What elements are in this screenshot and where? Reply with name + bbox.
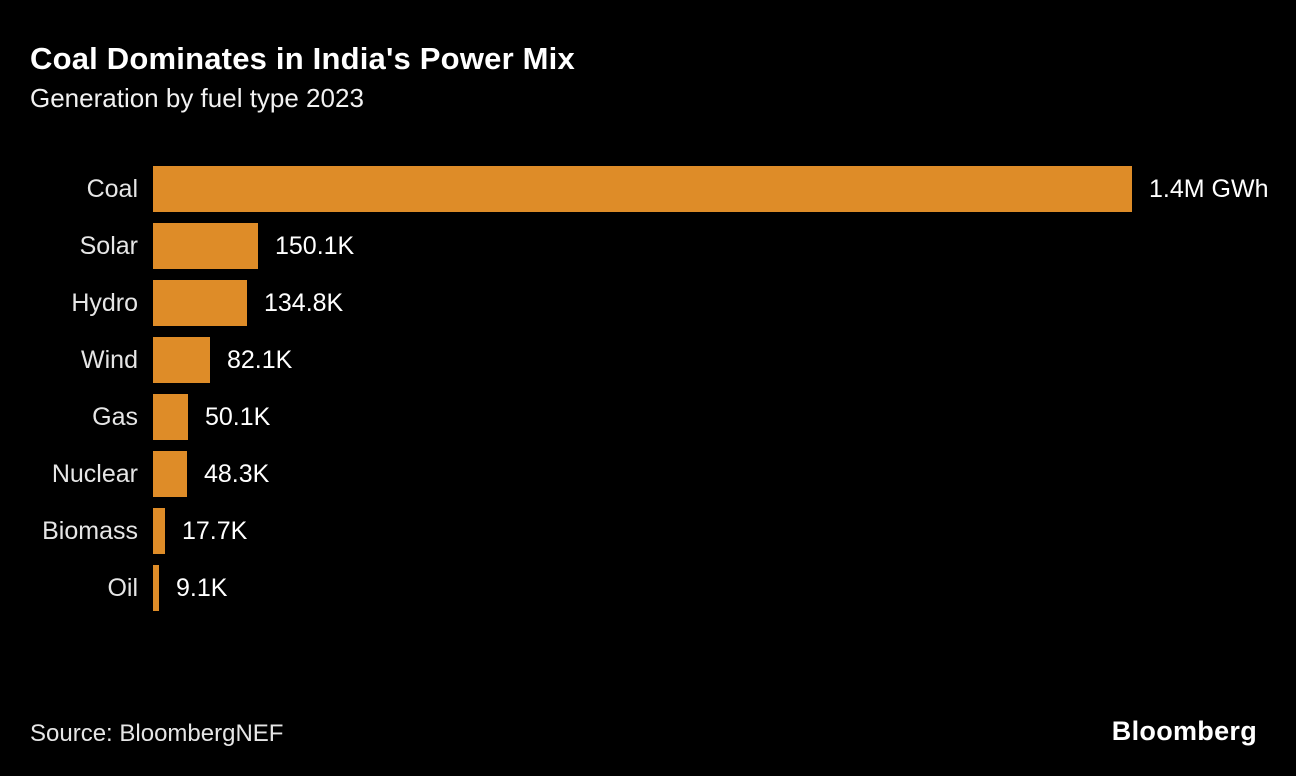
- bar-row: Hydro 134.8K: [0, 280, 1296, 326]
- category-label: Coal: [86, 175, 138, 203]
- chart-header: Coal Dominates in India's Power Mix Gene…: [30, 40, 575, 114]
- value-label: 1.4M GWh: [1149, 175, 1269, 203]
- category-label: Wind: [81, 346, 138, 374]
- value-label: 50.1K: [205, 403, 271, 431]
- category-label: Nuclear: [51, 460, 138, 488]
- bar-row: Solar 150.1K: [0, 223, 1296, 269]
- value-label: 150.1K: [275, 232, 355, 260]
- value-label: 48.3K: [204, 460, 270, 488]
- bar-row: Biomass 17.7K: [0, 508, 1296, 554]
- bar: [153, 337, 210, 383]
- category-label: Biomass: [42, 517, 138, 545]
- category-label: Hydro: [71, 289, 138, 317]
- bar-row: Gas 50.1K: [0, 394, 1296, 440]
- bloomberg-logo: Bloomberg: [1111, 716, 1257, 746]
- category-label: Gas: [92, 403, 138, 431]
- chart-title: Coal Dominates in India's Power Mix: [30, 41, 575, 76]
- value-label: 82.1K: [227, 346, 293, 374]
- bar-row: Wind 82.1K: [0, 337, 1296, 383]
- value-label: 9.1K: [176, 574, 228, 602]
- bar-row: Coal 1.4M GWh: [0, 166, 1296, 212]
- bar: [153, 223, 258, 269]
- bar-row: Oil 9.1K: [0, 565, 1296, 611]
- category-label: Solar: [79, 232, 138, 260]
- bar: [153, 451, 187, 497]
- bar: [153, 166, 1132, 212]
- bar: [153, 508, 165, 554]
- bar: [153, 565, 159, 611]
- bar-row: Nuclear 48.3K: [0, 451, 1296, 497]
- chart-subtitle: Generation by fuel type 2023: [30, 83, 364, 113]
- category-label: Oil: [107, 574, 138, 602]
- value-label: 134.8K: [264, 289, 344, 317]
- bar: [153, 394, 188, 440]
- bar-chart: Coal 1.4M GWh Solar 150.1K Hydro 134.8K …: [0, 166, 1296, 622]
- value-label: 17.7K: [182, 517, 248, 545]
- source-attribution: Source: BloombergNEF: [30, 720, 284, 747]
- bar: [153, 280, 247, 326]
